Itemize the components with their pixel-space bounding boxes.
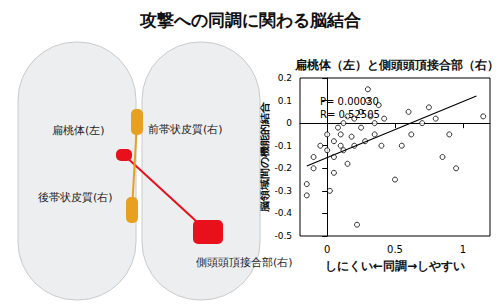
svg-text:脳領域間の機能的結合: 脳領域間の機能的結合 — [258, 102, 271, 212]
svg-text:0.5: 0.5 — [387, 244, 403, 255]
svg-text:前帯状皮質(右): 前帯状皮質(右) — [148, 123, 223, 136]
svg-text:側頭頭頂接合部(右): 側頭頭頂接合部(右) — [196, 256, 293, 269]
svg-text:扁桃体（左）と側頭頭頂接合部（右）: 扁桃体（左）と側頭頭頂接合部（右） — [294, 58, 499, 72]
svg-text:-0.1: -0.1 — [274, 141, 292, 151]
svg-text:P= 0.00030: P= 0.00030 — [320, 96, 379, 107]
svg-text:-0.2: -0.2 — [274, 163, 292, 173]
svg-text:0.2: 0.2 — [278, 73, 292, 83]
svg-text:-0.5: -0.5 — [274, 231, 292, 241]
svg-text:攻撃への同調に関わる脳結合: 攻撃への同調に関わる脳結合 — [139, 10, 361, 30]
svg-text:-0.3: -0.3 — [274, 186, 292, 196]
svg-text:R= 0.52505: R= 0.52505 — [320, 109, 380, 120]
svg-text:0: 0 — [324, 244, 330, 255]
svg-text:-0.4: -0.4 — [274, 208, 292, 218]
svg-text:しにくい←同調→しやすい: しにくい←同調→しやすい — [325, 259, 465, 273]
svg-text:後帯状皮質(右): 後帯状皮質(右) — [38, 191, 113, 204]
svg-text:扁桃体(左): 扁桃体(左) — [52, 124, 105, 137]
svg-text:1: 1 — [460, 244, 466, 255]
svg-text:0: 0 — [286, 118, 292, 128]
svg-text:0.1: 0.1 — [278, 96, 292, 106]
